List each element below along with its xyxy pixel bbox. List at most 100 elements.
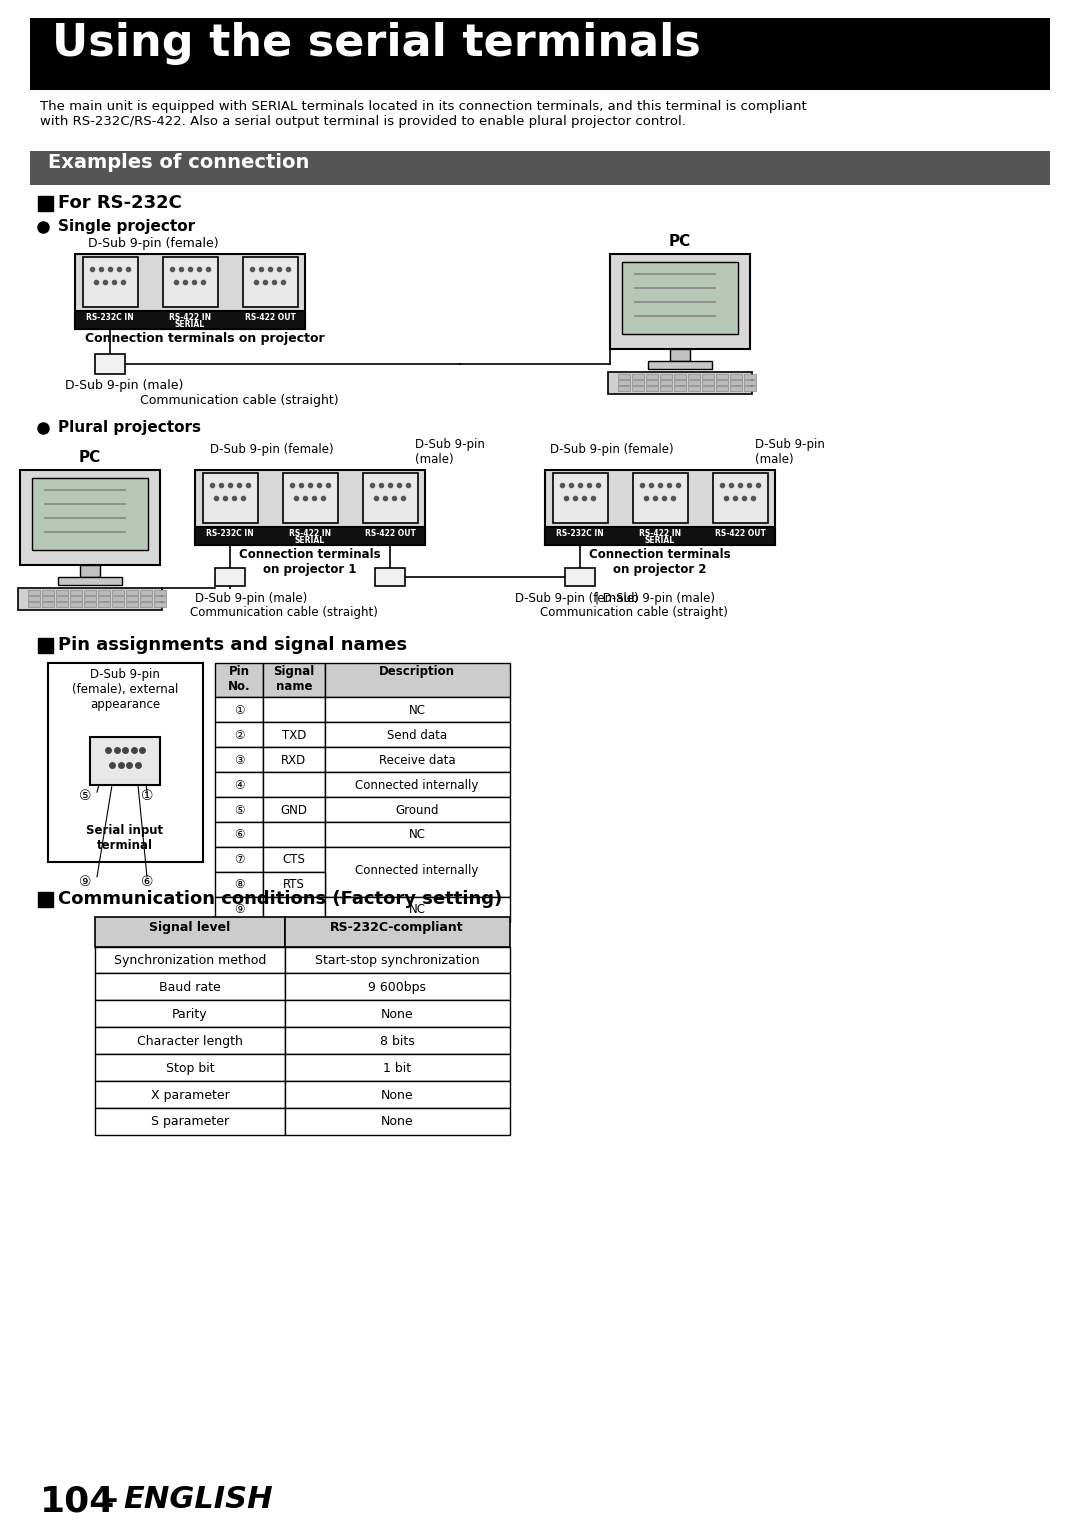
- Text: For RS-232C: For RS-232C: [58, 194, 181, 212]
- Bar: [285, 1028, 510, 1054]
- Bar: [83, 257, 138, 307]
- Text: PC: PC: [79, 450, 102, 466]
- Text: Connected internally: Connected internally: [355, 779, 478, 791]
- Bar: [42, 602, 54, 606]
- Bar: [264, 872, 325, 896]
- Bar: [56, 602, 68, 606]
- Text: RS-232C IN: RS-232C IN: [86, 313, 134, 322]
- Text: SERIAL: SERIAL: [645, 536, 675, 545]
- Bar: [112, 596, 124, 600]
- Text: D-Sub 9-pin (female): D-Sub 9-pin (female): [210, 443, 334, 457]
- Bar: [95, 354, 125, 374]
- Bar: [95, 1000, 285, 1028]
- Text: Connection terminals on projector: Connection terminals on projector: [85, 331, 325, 345]
- Bar: [84, 589, 96, 596]
- Text: Connection terminals
on projector 2: Connection terminals on projector 2: [590, 548, 731, 576]
- Bar: [215, 822, 264, 847]
- Bar: [215, 568, 245, 586]
- Bar: [28, 602, 40, 606]
- Text: RS-232C IN: RS-232C IN: [556, 528, 604, 538]
- Bar: [126, 589, 138, 596]
- Text: ③: ③: [233, 754, 244, 767]
- Bar: [285, 1000, 510, 1028]
- Text: D-Sub 9-pin (male): D-Sub 9-pin (male): [195, 592, 307, 605]
- Bar: [215, 797, 264, 822]
- Text: CTS: CTS: [283, 854, 306, 866]
- Bar: [670, 348, 690, 360]
- Bar: [215, 847, 264, 872]
- Bar: [285, 916, 510, 947]
- Text: Single projector: Single projector: [58, 220, 195, 234]
- Bar: [648, 360, 712, 368]
- Bar: [70, 589, 82, 596]
- Bar: [95, 947, 285, 974]
- Bar: [95, 974, 285, 1000]
- Text: ⑦: ⑦: [233, 854, 244, 866]
- Text: Description: Description: [379, 664, 455, 678]
- Bar: [325, 773, 510, 797]
- Bar: [325, 747, 510, 773]
- Bar: [633, 473, 688, 524]
- Bar: [744, 386, 756, 391]
- Bar: [688, 386, 700, 391]
- Bar: [730, 374, 742, 379]
- Bar: [243, 257, 298, 307]
- Bar: [95, 1054, 285, 1081]
- Text: The main unit is equipped with SERIAL terminals located in its connection termin: The main unit is equipped with SERIAL te…: [40, 99, 807, 128]
- Text: ENGLISH: ENGLISH: [123, 1484, 272, 1513]
- Text: RS-422 OUT: RS-422 OUT: [715, 528, 766, 538]
- Bar: [95, 1028, 285, 1054]
- Bar: [325, 822, 510, 847]
- Text: ⑨: ⑨: [79, 875, 91, 889]
- Bar: [553, 473, 608, 524]
- Text: Signal level: Signal level: [149, 921, 231, 933]
- Text: RS-422 IN: RS-422 IN: [289, 528, 332, 538]
- Text: RS-422 OUT: RS-422 OUT: [365, 528, 416, 538]
- Bar: [702, 374, 714, 379]
- Bar: [84, 596, 96, 600]
- Bar: [140, 602, 152, 606]
- Text: PC: PC: [669, 234, 691, 249]
- Bar: [744, 380, 756, 385]
- Bar: [610, 253, 750, 348]
- Text: None: None: [380, 1089, 414, 1101]
- Text: Pin
No.: Pin No.: [228, 664, 251, 693]
- Bar: [646, 374, 658, 379]
- Bar: [632, 380, 644, 385]
- Text: ⑤: ⑤: [79, 789, 91, 803]
- Bar: [660, 386, 672, 391]
- Text: SERIAL: SERIAL: [175, 319, 205, 328]
- Text: Parity: Parity: [172, 1008, 207, 1022]
- Text: RS-422 IN: RS-422 IN: [168, 313, 211, 322]
- Text: Receive data: Receive data: [379, 754, 456, 767]
- Bar: [38, 197, 53, 211]
- Bar: [215, 773, 264, 797]
- Bar: [688, 380, 700, 385]
- Bar: [713, 473, 768, 524]
- Bar: [264, 797, 325, 822]
- Bar: [154, 596, 166, 600]
- Bar: [163, 257, 218, 307]
- Bar: [325, 663, 510, 698]
- Bar: [285, 1109, 510, 1135]
- Text: None: None: [380, 1115, 414, 1128]
- Bar: [545, 527, 775, 545]
- Text: | D-Sub 9-pin (male): | D-Sub 9-pin (male): [595, 592, 715, 605]
- Text: 104: 104: [40, 1484, 116, 1519]
- Bar: [565, 568, 595, 586]
- Bar: [325, 797, 510, 822]
- Bar: [674, 386, 686, 391]
- Bar: [688, 374, 700, 379]
- Bar: [75, 253, 305, 328]
- Bar: [98, 589, 110, 596]
- Bar: [716, 374, 728, 379]
- Bar: [618, 374, 630, 379]
- Text: NC: NC: [408, 704, 426, 718]
- Text: Start-stop synchronization: Start-stop synchronization: [314, 954, 480, 967]
- Bar: [126, 602, 138, 606]
- Bar: [140, 589, 152, 596]
- Bar: [215, 896, 264, 922]
- Text: D-Sub 9-pin
(male): D-Sub 9-pin (male): [755, 438, 825, 466]
- Text: RS-232C IN: RS-232C IN: [206, 528, 254, 538]
- Bar: [283, 473, 338, 524]
